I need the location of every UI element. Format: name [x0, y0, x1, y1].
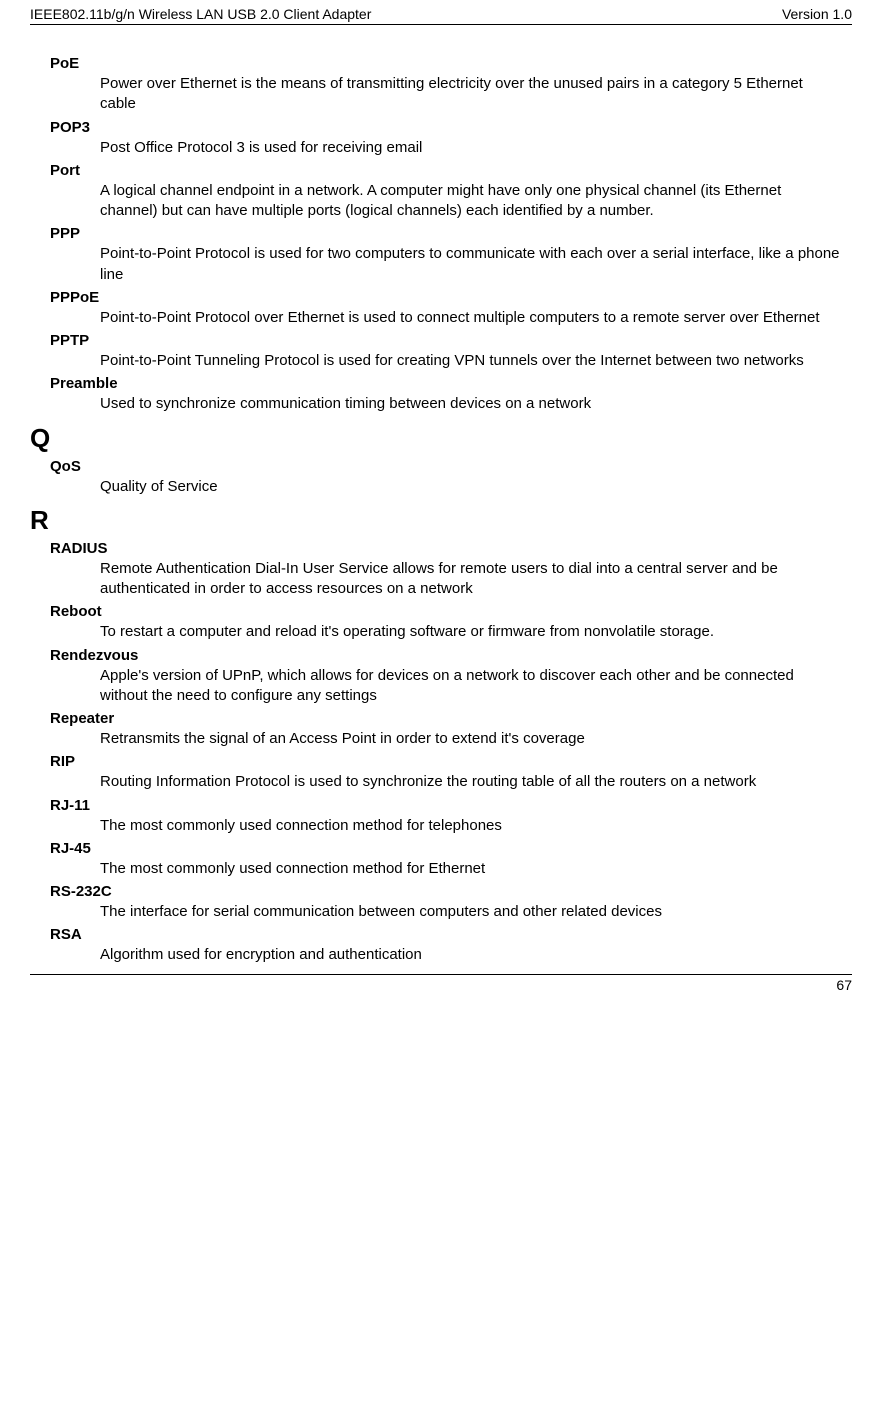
glossary-term: RIP [50, 753, 852, 770]
glossary-term: PPP [50, 225, 852, 242]
glossary-term: Repeater [50, 710, 852, 727]
glossary-term: RJ-45 [50, 840, 852, 857]
glossary-term: RS-232C [50, 883, 852, 900]
glossary-definition: Retransmits the signal of an Access Poin… [100, 729, 842, 749]
glossary-definition: Power over Ethernet is the means of tran… [100, 74, 842, 115]
glossary-definition: Point-to-Point Protocol over Ethernet is… [100, 308, 842, 328]
glossary-definition: The interface for serial communication b… [100, 902, 842, 922]
header-left: IEEE802.11b/g/n Wireless LAN USB 2.0 Cli… [30, 6, 371, 22]
glossary-definition: Algorithm used for encryption and authen… [100, 945, 842, 965]
glossary-term: PPTP [50, 332, 852, 349]
glossary-term: QoS [50, 458, 852, 475]
page-container: IEEE802.11b/g/n Wireless LAN USB 2.0 Cli… [0, 0, 882, 1003]
glossary-definition: A logical channel endpoint in a network.… [100, 181, 842, 222]
glossary-term: POP3 [50, 119, 852, 136]
page-footer: 67 [30, 974, 852, 993]
glossary-term: RADIUS [50, 540, 852, 557]
page-header: IEEE802.11b/g/n Wireless LAN USB 2.0 Cli… [30, 6, 852, 25]
glossary-definition: Apple's version of UPnP, which allows fo… [100, 666, 842, 707]
glossary-definition: Point-to-Point Protocol is used for two … [100, 244, 842, 285]
glossary-term: Port [50, 162, 852, 179]
glossary-definition: The most commonly used connection method… [100, 859, 842, 879]
section-letter: R [30, 505, 852, 536]
glossary-term: RJ-11 [50, 797, 852, 814]
glossary-definition: Used to synchronize communication timing… [100, 394, 842, 414]
glossary-definition: Point-to-Point Tunneling Protocol is use… [100, 351, 842, 371]
glossary-definition: The most commonly used connection method… [100, 816, 842, 836]
glossary-definition: To restart a computer and reload it's op… [100, 622, 842, 642]
glossary-term: Rendezvous [50, 647, 852, 664]
glossary-content: PoE Power over Ethernet is the means of t… [30, 55, 852, 966]
glossary-definition: Routing Information Protocol is used to … [100, 772, 842, 792]
glossary-term: PoE [50, 55, 852, 72]
glossary-definition: Quality of Service [100, 477, 842, 497]
glossary-term: Preamble [50, 375, 852, 392]
glossary-term: RSA [50, 926, 852, 943]
glossary-term: PPPoE [50, 289, 852, 306]
glossary-definition: Post Office Protocol 3 is used for recei… [100, 138, 842, 158]
glossary-definition: Remote Authentication Dial-In User Servi… [100, 559, 842, 600]
page-number: 67 [836, 977, 852, 993]
header-right: Version 1.0 [782, 6, 852, 22]
section-letter: Q [30, 423, 852, 454]
glossary-term: Reboot [50, 603, 852, 620]
